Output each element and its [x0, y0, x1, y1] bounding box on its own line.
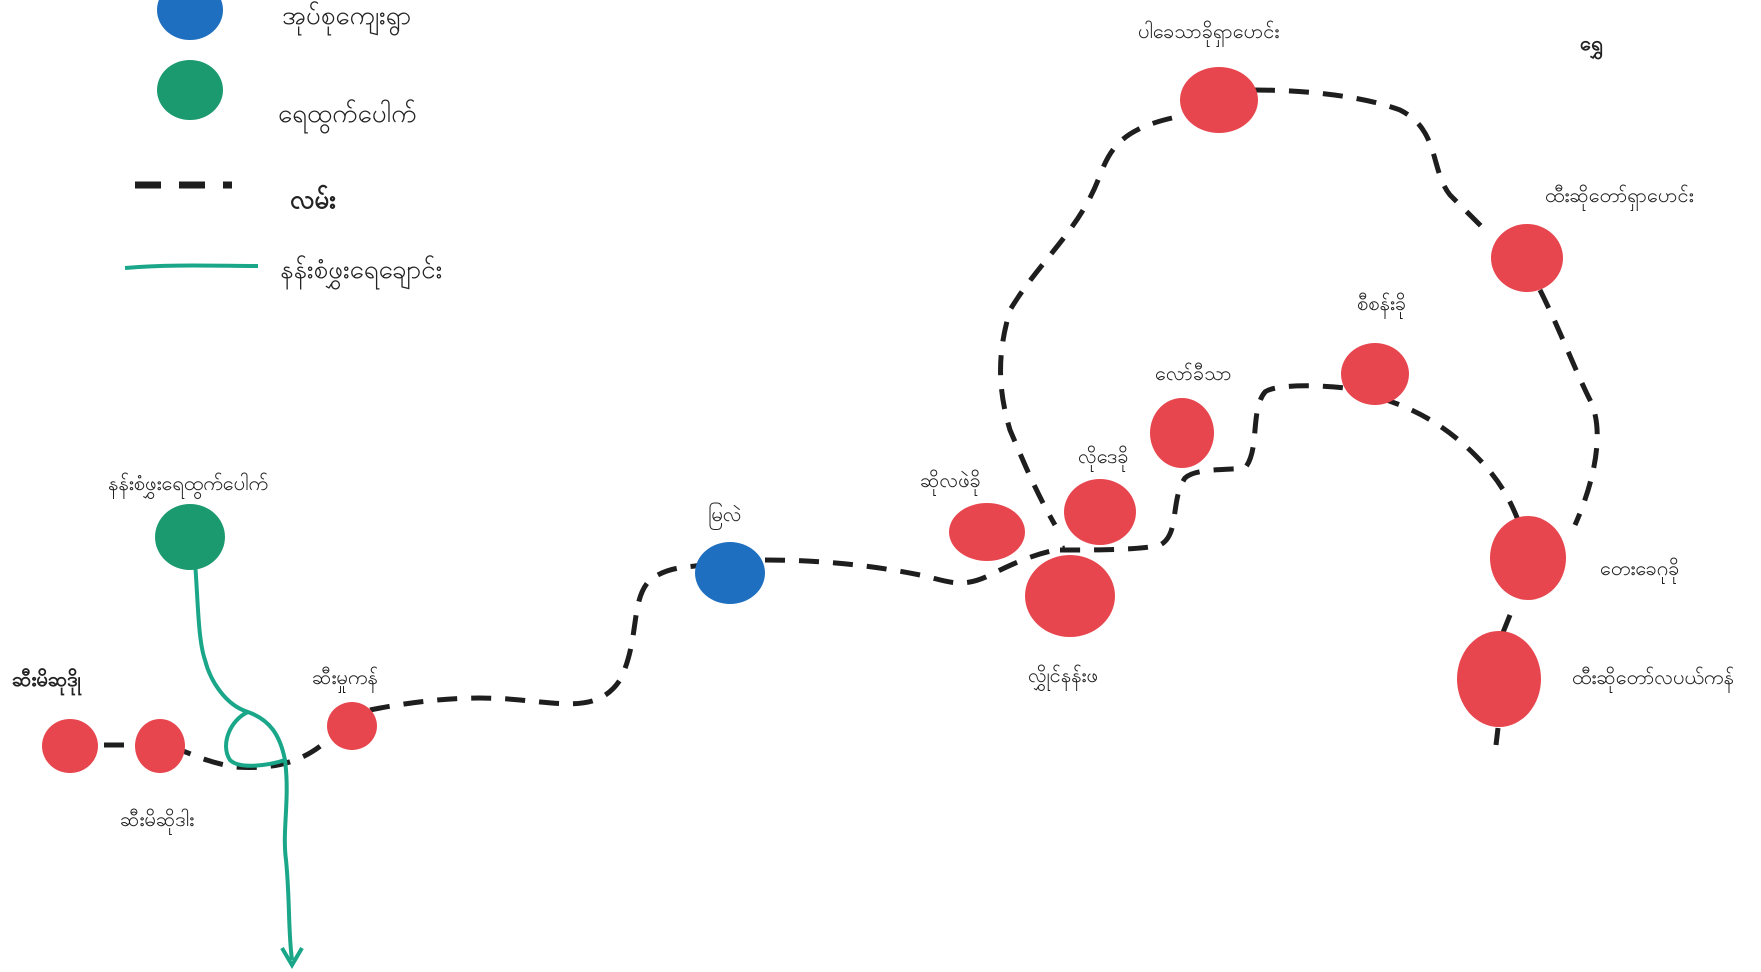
label-tawgebo: တေးခေဂုခို: [1600, 556, 1679, 584]
legend: အုပ်စုကျေးရွာ ရေထွက်ပေါက် လမ်း နန်းစံဖွှ…: [124, 0, 442, 290]
stream-arrow: [280, 946, 304, 969]
village-sile-sanbi[interactable]: [949, 503, 1025, 561]
road-segment-west: [70, 728, 340, 770]
water-source-node[interactable]: [155, 504, 225, 570]
village-seimupkan[interactable]: [327, 702, 377, 750]
road-segment-seimupkan-myale: [369, 562, 701, 713]
label-seimi-sodile: ဆီးမိဆိုဒါး: [120, 807, 194, 835]
legend-village-group-dot: [157, 0, 223, 40]
road-segment-center-link: [1059, 383, 1346, 553]
label-water-source: နန်းစံဖွှးရေထွက်ပေါက်: [108, 471, 268, 499]
legend-water-source-label: ရေထွက်ပေါက်: [278, 98, 417, 134]
legend-water-source-dot: [157, 60, 223, 120]
road-segment-to-tawgebo: [1379, 395, 1521, 521]
stream-loop: [224, 710, 286, 768]
label-tisodaw-upper: ထီးဆိုတော်ရှာပောင်း: [1545, 183, 1694, 211]
label-lodauk: လိုဒေခို: [1078, 444, 1129, 472]
legend-pipeline-label: နန်းစံဖွှးရေချောင်း: [280, 254, 442, 290]
map-labels: ရွှေ နန်းစံဖွှးရေထွက်ပေါက် ဆီးမိဆုဒိုု ဆ…: [12, 19, 1734, 835]
road-segment-east-column: [1537, 288, 1600, 527]
road-segment-myale-east: [764, 545, 1066, 586]
legend-road-label: လမ်း: [290, 184, 336, 215]
village-seimi-sokhu[interactable]: [42, 719, 98, 773]
road-segment-north-loop-east: [1254, 87, 1492, 237]
label-sisanbo: စီစန်းခို: [1357, 291, 1406, 319]
village-lawmesa[interactable]: [1150, 398, 1214, 468]
label-tisodaw-lower: ထီးဆိုတော်လပယ်ကန်: [1572, 665, 1734, 693]
village-lwainanzar[interactable]: [1025, 555, 1115, 637]
village-lodauk[interactable]: [1064, 479, 1136, 545]
village-sisanbo[interactable]: [1341, 343, 1409, 405]
label-lwainanzar: လွှိုင်နန်းဖ: [1028, 663, 1098, 691]
label-sile-sanbi: ဆိုလဖဲခို: [920, 468, 981, 496]
village-tawgebo[interactable]: [1490, 516, 1566, 600]
village-group-myale[interactable]: [695, 542, 765, 604]
map-nodes: [42, 67, 1566, 773]
label-pelawtha: ပါခေသာခိုရှာပောင်း: [1138, 19, 1279, 47]
label-seimi-sokhu: ဆီးမိဆုဒိုု: [12, 667, 82, 696]
village-pelawtha[interactable]: [1180, 67, 1258, 133]
legend-pipeline-line: [124, 263, 259, 270]
legend-village-group-label: အုပ်စုကျေးရွာ: [282, 0, 411, 36]
stream-network: [193, 561, 304, 969]
stream-main: [193, 561, 294, 961]
label-myale: မြလဲ: [708, 502, 742, 530]
road-segment-south-end: [1493, 727, 1501, 746]
label-seimupkan: ဆီးမှုကန်: [312, 665, 378, 693]
village-tisodaw-lower[interactable]: [1457, 631, 1541, 727]
village-tisodaw-upper[interactable]: [1491, 224, 1563, 292]
label-north: ရွှေ: [1580, 31, 1603, 60]
village-seimi-sodile[interactable]: [135, 719, 185, 773]
road-network: [70, 87, 1600, 770]
road-segment-south: [1497, 614, 1513, 641]
road-segment-north-loop-west: [998, 115, 1173, 527]
label-lawmesa: လော်ခီသာ: [1155, 361, 1232, 385]
